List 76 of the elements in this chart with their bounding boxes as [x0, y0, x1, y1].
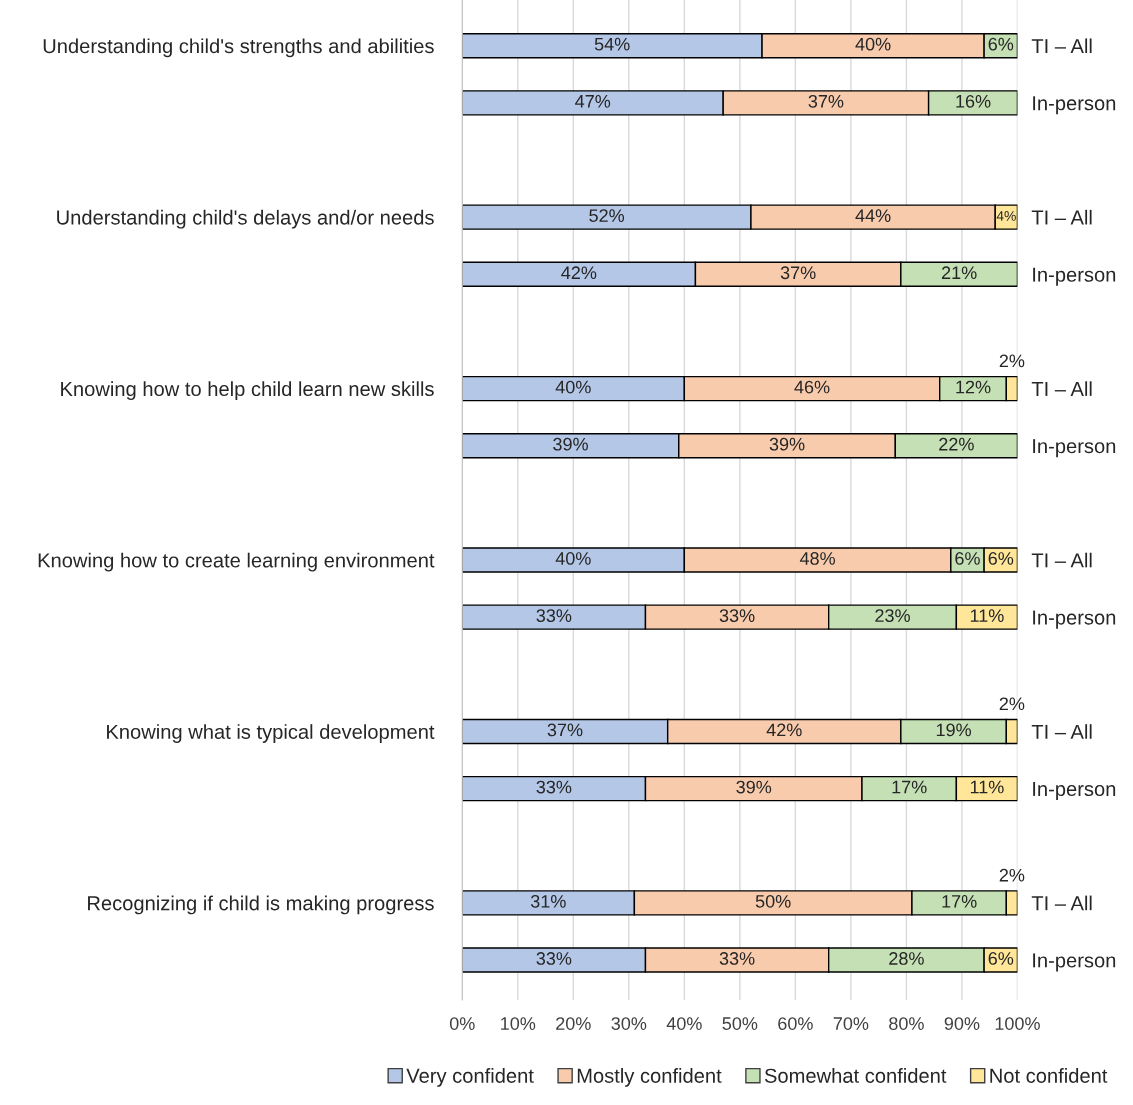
data-label: 16% — [956, 94, 991, 108]
data-label: 2% — [999, 868, 1025, 882]
data-label: 6% — [988, 552, 1014, 565]
data-label: 40% — [555, 380, 591, 394]
data-label: 37% — [808, 94, 844, 108]
data-label: 54% — [594, 37, 630, 51]
y-tick-label: Understanding child's strengths and abilities — [43, 38, 434, 58]
y2-tick-label: TI – All — [1031, 552, 1092, 568]
y-tick-label: Knowing how to help child learn new skills — [61, 381, 434, 401]
legend-label: Somewhat confident — [764, 1068, 947, 1083]
data-label: 17% — [892, 780, 927, 794]
data-label: 44% — [855, 209, 891, 222]
data-label: 33% — [536, 609, 572, 623]
data-label: 12% — [956, 380, 991, 394]
y2-tick-label: TI – All — [1031, 895, 1092, 911]
data-label: 39% — [553, 437, 588, 451]
x-tick-label: 10% — [501, 1017, 536, 1030]
data-label: 6% — [988, 952, 1014, 965]
x-tick-label: 100% — [995, 1017, 1040, 1030]
y2-tick-label: In-person — [1033, 267, 1116, 286]
data-label: 37% — [547, 723, 583, 737]
data-label: 2% — [999, 697, 1025, 711]
data-label: 31% — [530, 894, 566, 908]
data-label: 19% — [936, 723, 972, 737]
x-tick-label: 80% — [889, 1017, 924, 1030]
legend-label: Very confident — [406, 1068, 534, 1087]
data-label: 37% — [780, 266, 816, 280]
data-label: 40% — [855, 37, 891, 51]
y2-tick-label: TI – All — [1031, 38, 1092, 54]
data-label: 33% — [719, 952, 755, 965]
y2-tick-label: In-person — [1033, 439, 1116, 458]
data-label: 6% — [988, 37, 1014, 51]
data-label: 40% — [555, 552, 591, 565]
data-label: 33% — [536, 780, 572, 794]
y2-tick-label: In-person — [1033, 610, 1116, 629]
x-tick-label: 20% — [556, 1017, 591, 1030]
data-label: 11% — [970, 609, 1004, 622]
x-tick-label: 60% — [778, 1017, 813, 1030]
data-label: 48% — [799, 552, 835, 565]
data-label: 33% — [719, 609, 755, 623]
data-label: 17% — [942, 895, 977, 908]
data-label: 42% — [561, 266, 597, 280]
legend-label: Not confident — [990, 1068, 1108, 1083]
y2-tick-label: TI – All — [1031, 209, 1092, 225]
x-tick-label: 30% — [611, 1017, 647, 1030]
data-label: 21% — [941, 266, 977, 280]
data-label: 28% — [889, 952, 924, 965]
data-label: 4% — [996, 211, 1016, 221]
data-label: 46% — [794, 380, 830, 394]
y2-tick-label: In-person — [1033, 782, 1116, 801]
data-label: 39% — [769, 437, 805, 451]
y-tick-label: Knowing what is typical development — [107, 724, 435, 743]
legend-label: Mostly confident — [577, 1068, 722, 1087]
x-tick-label: 70% — [833, 1017, 869, 1030]
x-tick-label: 90% — [944, 1017, 980, 1030]
data-label: 23% — [875, 609, 910, 623]
data-label: 22% — [939, 437, 974, 451]
x-tick-label: 0% — [449, 1017, 475, 1030]
y2-tick-label: In-person — [1033, 96, 1116, 115]
y2-tick-label: In-person — [1033, 953, 1116, 972]
data-label: 52% — [589, 209, 625, 222]
data-label: 6% — [955, 552, 980, 565]
y-tick-label: Recognizing if child is making progress — [88, 895, 434, 915]
y2-tick-label: TI – All — [1031, 381, 1092, 396]
y-tick-label: Knowing how to create learning environment — [38, 552, 435, 572]
data-label: 42% — [766, 723, 802, 737]
y-tick-label: Understanding child's delays and/or needs — [57, 209, 434, 229]
x-tick-label: 50% — [722, 1017, 758, 1030]
data-label: 2% — [999, 354, 1025, 368]
data-label: 50% — [755, 894, 791, 908]
data-label: 47% — [575, 95, 611, 108]
data-label: 39% — [736, 780, 772, 794]
y2-tick-label: TI – All — [1031, 724, 1092, 739]
data-label: 33% — [536, 952, 572, 965]
data-label: 11% — [970, 780, 1004, 794]
x-tick-label: 40% — [666, 1017, 702, 1030]
